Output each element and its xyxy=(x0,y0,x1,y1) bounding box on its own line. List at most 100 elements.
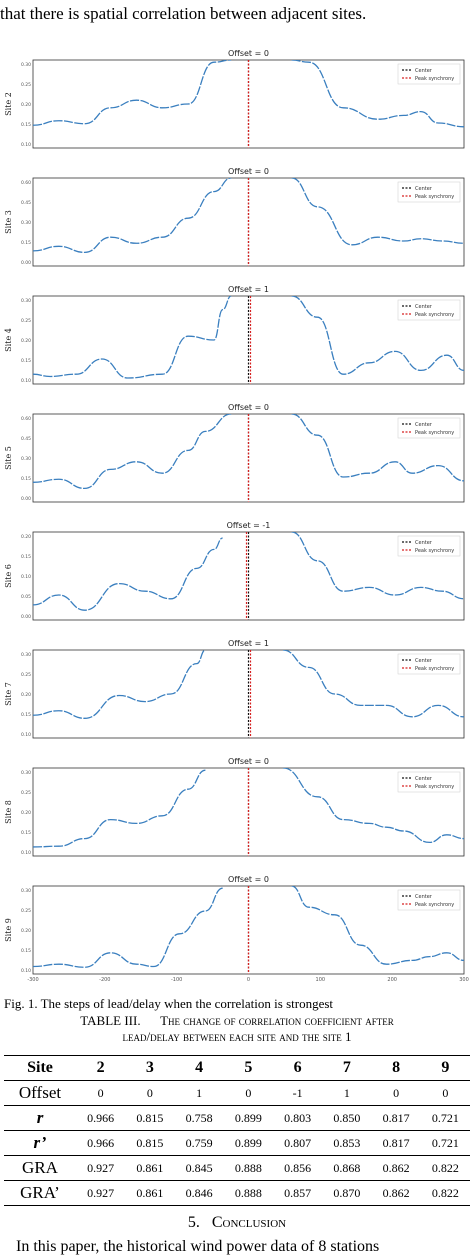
table-cell: 0 xyxy=(125,1080,175,1106)
y-tick-label: 0.00 xyxy=(21,260,31,266)
x-tick-label: 0 xyxy=(247,977,250,983)
y-tick-label: 0.15 xyxy=(21,830,31,836)
table-label: TABLE III. xyxy=(80,1013,141,1028)
correlation-curve-left xyxy=(33,537,223,611)
legend-box xyxy=(397,535,461,557)
table-cell: 0.822 xyxy=(420,1180,470,1206)
y-tick-label: 0.30 xyxy=(21,652,31,658)
y-tick-label: 0.25 xyxy=(21,318,31,324)
legend-peak-label: Peak synchrony xyxy=(415,784,454,790)
table-cell: 0.817 xyxy=(371,1130,421,1156)
table-cell: 0.888 xyxy=(223,1155,273,1181)
chart-title: Offset = -1 xyxy=(227,521,271,530)
table-cell: 0.888 xyxy=(223,1180,273,1206)
table-row: r 0.966 0.815 0.758 0.899 0.803 0.850 0.817 0.72… xyxy=(4,1105,470,1131)
figure-caption: Fig. 1. The steps of lead/delay when the… xyxy=(4,996,334,1011)
chart-title: Offset = 0 xyxy=(228,875,269,884)
table-cell: 0.815 xyxy=(125,1105,175,1131)
y-axis-label: Site 7 xyxy=(4,682,13,706)
legend-peak-label: Peak synchrony xyxy=(415,76,454,82)
correlation-curve-left xyxy=(33,769,206,848)
table-cell: 0 xyxy=(223,1080,273,1106)
table-cell: 0.857 xyxy=(273,1180,323,1206)
table-cell: 0.721 xyxy=(420,1105,470,1131)
legend-peak-label: Peak synchrony xyxy=(415,666,454,672)
correlation-curve-left xyxy=(33,414,232,490)
conclusion-text: In this paper, the historical wind power… xyxy=(0,1238,474,1256)
table-cell: 0.803 xyxy=(273,1105,323,1131)
y-axis-label: Site 8 xyxy=(4,800,13,824)
chart-title: Offset = 0 xyxy=(228,167,269,176)
legend-box xyxy=(397,417,461,439)
chart-title: Offset = 1 xyxy=(228,285,269,294)
y-tick-label: 0.30 xyxy=(21,220,31,226)
chart-title: Offset = 0 xyxy=(228,403,269,412)
row-label: GRA’ xyxy=(4,1180,76,1206)
legend-center-label: Center xyxy=(415,776,433,782)
header-site-2: 2 xyxy=(76,1055,126,1081)
chart-panel-7: Offset = 1 Site 7 0.30 0.25 0.20 0.15 0.10 Cent… xyxy=(4,639,465,739)
header-site-7: 7 xyxy=(322,1055,372,1081)
table-row: GRA 0.927 0.861 0.845 0.888 0.856 0.868 0.862 0.… xyxy=(4,1155,470,1181)
y-tick-label: 0.20 xyxy=(21,810,31,816)
chart-panel-6: Offset = -1 Site 6 0.20 0.15 0.10 0.05 0.00 Cen… xyxy=(4,521,465,621)
y-tick-label: 0.15 xyxy=(21,712,31,718)
table-cell: 1 xyxy=(322,1080,372,1106)
legend-center-label: Center xyxy=(415,304,433,310)
table-cell: 0.845 xyxy=(174,1155,224,1181)
y-tick-label: 0.30 xyxy=(21,456,31,462)
correlation-curve-right xyxy=(291,414,464,482)
table-header-row: Site 2 3 4 5 6 7 8 9 xyxy=(4,1055,470,1081)
table-cell: 0.846 xyxy=(174,1180,224,1206)
y-tick-label: 0.60 xyxy=(21,180,31,186)
legend-box xyxy=(397,771,461,793)
row-label: r’ xyxy=(4,1130,76,1156)
table-cell: 0.807 xyxy=(273,1130,323,1156)
x-tick-label: -300 xyxy=(27,977,38,983)
table-cell: 0.899 xyxy=(223,1105,273,1131)
table-cell: 0.927 xyxy=(76,1180,126,1206)
correlation-curve-right xyxy=(282,650,464,718)
table-cell: 0.758 xyxy=(174,1105,224,1131)
y-tick-label: 0.10 xyxy=(21,968,31,974)
chart-title: Offset = 0 xyxy=(228,757,269,766)
table-cell: 0.927 xyxy=(76,1155,126,1181)
table-cell: 0.853 xyxy=(322,1130,372,1156)
table-row: Offset 0 0 1 0 -1 1 0 0 xyxy=(4,1080,470,1106)
table-cell: 0.899 xyxy=(223,1130,273,1156)
lead-delay-figure: Offset = 0 Site 2 0.30 0.25 0.20 0.15 0.10 Cent… xyxy=(4,49,469,983)
y-tick-label: 0.05 xyxy=(21,594,31,600)
y-tick-label: 0.10 xyxy=(21,574,31,580)
table-cell: 0.861 xyxy=(125,1155,175,1181)
correlation-curve-left xyxy=(33,887,223,968)
y-tick-label: 0.15 xyxy=(21,122,31,128)
y-tick-label: 0.10 xyxy=(21,142,31,148)
table-cell: 0.870 xyxy=(322,1180,372,1206)
correlation-curve-right xyxy=(291,532,464,600)
legend-center-label: Center xyxy=(415,540,433,546)
y-tick-label: 0.15 xyxy=(21,240,31,246)
correlation-curve-right xyxy=(291,178,464,246)
table-cell: 0.856 xyxy=(273,1155,323,1181)
header-site-6: 6 xyxy=(273,1055,323,1081)
correlation-curve-right xyxy=(291,60,464,128)
correlation-curve-left xyxy=(33,650,206,719)
y-tick-label: 0.60 xyxy=(21,416,31,422)
y-tick-label: 0.15 xyxy=(21,476,31,482)
table-title-line2: lead/delay between each site and the sit… xyxy=(122,1029,352,1044)
chart-title: Offset = 1 xyxy=(228,639,269,648)
conclusion-first-line: In this paper, the historical wind power… xyxy=(16,1238,380,1255)
y-tick-label: 0.10 xyxy=(21,850,31,856)
section-heading: 5. Conclusion xyxy=(0,1214,474,1232)
x-tick-label: -200 xyxy=(99,977,110,983)
table-cell: 0 xyxy=(371,1080,421,1106)
y-tick-label: 0.10 xyxy=(21,732,31,738)
header-site-3: 3 xyxy=(125,1055,175,1081)
y-tick-label: 0.30 xyxy=(21,888,31,894)
table-title-line1: The change of correlation coefficient af… xyxy=(160,1013,394,1028)
table-cell: 0.861 xyxy=(125,1180,175,1206)
legend-peak-label: Peak synchrony xyxy=(415,430,454,436)
table-row: r’ 0.966 0.815 0.759 0.899 0.807 0.853 0.817 0.7… xyxy=(4,1130,470,1156)
correlation-curve-right xyxy=(291,886,464,965)
y-tick-label: 0.15 xyxy=(21,948,31,954)
